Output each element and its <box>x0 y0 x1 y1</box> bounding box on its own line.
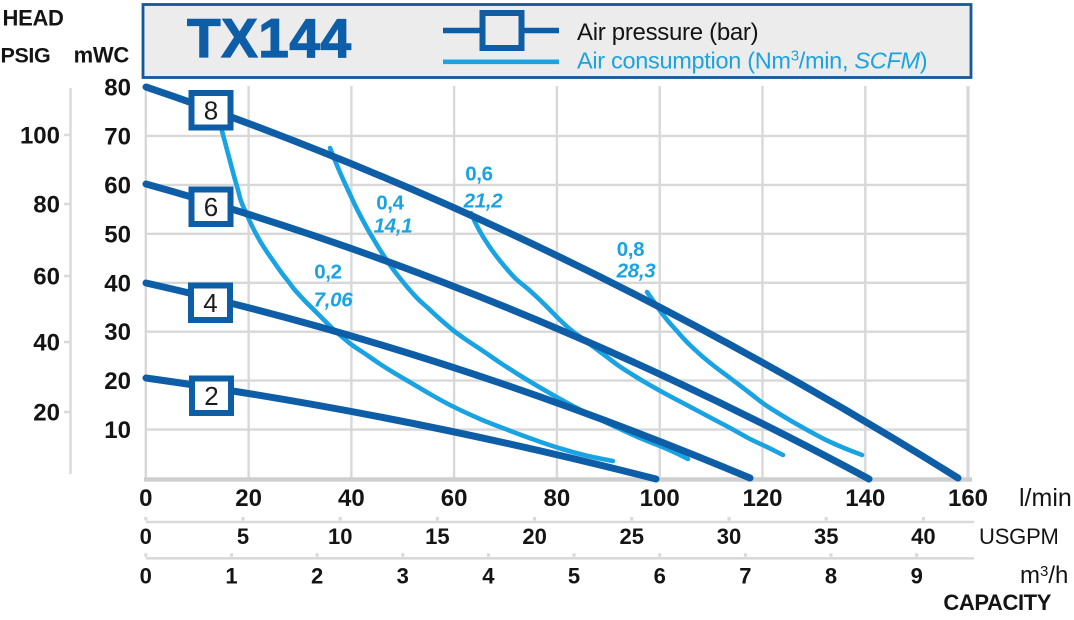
svg-text:USGPM: USGPM <box>979 524 1059 549</box>
svg-text:4: 4 <box>482 564 495 589</box>
svg-text:0,6: 0,6 <box>465 163 493 186</box>
svg-text:0,4: 0,4 <box>376 192 404 215</box>
svg-text:0: 0 <box>140 564 152 589</box>
svg-text:35: 35 <box>814 524 838 549</box>
svg-text:40: 40 <box>104 270 131 297</box>
svg-text:100: 100 <box>640 485 680 512</box>
svg-text:Air pressure (bar): Air pressure (bar) <box>577 19 758 46</box>
svg-text:l/min: l/min <box>1019 484 1072 512</box>
svg-text:3: 3 <box>397 564 409 589</box>
svg-text:7,06: 7,06 <box>314 289 354 312</box>
svg-text:6: 6 <box>654 564 666 589</box>
svg-text:15: 15 <box>425 524 449 549</box>
svg-text:80: 80 <box>104 75 131 102</box>
svg-text:20: 20 <box>235 485 262 512</box>
svg-text:80: 80 <box>33 192 60 219</box>
svg-text:40: 40 <box>33 330 60 357</box>
svg-text:160: 160 <box>948 485 988 512</box>
svg-text:HEAD: HEAD <box>3 6 64 31</box>
svg-text:PSIG: PSIG <box>1 44 51 68</box>
svg-text:TX144: TX144 <box>187 7 352 69</box>
svg-text:4: 4 <box>203 288 217 318</box>
svg-text:20: 20 <box>33 400 60 427</box>
svg-text:6: 6 <box>204 192 218 222</box>
svg-text:9: 9 <box>911 564 923 589</box>
svg-text:10: 10 <box>104 417 131 444</box>
svg-text:25: 25 <box>620 524 644 549</box>
svg-text:140: 140 <box>845 485 885 512</box>
svg-text:14,1: 14,1 <box>374 215 413 238</box>
svg-text:60: 60 <box>441 485 468 512</box>
svg-text:Air consumption (Nm3/min, SCFM: Air consumption (Nm3/min, SCFM) <box>577 48 927 74</box>
svg-text:28,3: 28,3 <box>616 260 657 283</box>
svg-text:7: 7 <box>739 564 751 589</box>
svg-text:0,2: 0,2 <box>314 261 342 284</box>
svg-text:30: 30 <box>717 524 741 549</box>
svg-text:5: 5 <box>237 524 249 549</box>
svg-text:40: 40 <box>338 485 365 512</box>
svg-text:60: 60 <box>104 172 131 199</box>
svg-text:8: 8 <box>825 564 837 589</box>
svg-text:70: 70 <box>104 123 131 150</box>
svg-text:21,2: 21,2 <box>463 190 504 213</box>
svg-text:10: 10 <box>328 524 352 549</box>
svg-text:5: 5 <box>568 564 580 589</box>
svg-text:40: 40 <box>911 524 935 549</box>
svg-text:mWC: mWC <box>74 43 130 68</box>
svg-text:0,8: 0,8 <box>617 238 645 261</box>
svg-text:20: 20 <box>104 368 131 395</box>
svg-text:2: 2 <box>204 381 218 411</box>
svg-text:30: 30 <box>104 319 131 346</box>
svg-text:120: 120 <box>742 485 782 512</box>
svg-text:0: 0 <box>140 524 152 549</box>
svg-text:CAPACITY: CAPACITY <box>943 590 1051 615</box>
svg-text:1: 1 <box>225 564 237 589</box>
svg-text:60: 60 <box>33 264 60 291</box>
svg-text:100: 100 <box>20 123 60 150</box>
svg-text:20: 20 <box>522 524 546 549</box>
svg-text:50: 50 <box>104 221 131 248</box>
svg-text:2: 2 <box>311 564 323 589</box>
svg-text:0: 0 <box>139 485 152 512</box>
svg-text:8: 8 <box>204 96 218 126</box>
svg-text:80: 80 <box>544 485 571 512</box>
